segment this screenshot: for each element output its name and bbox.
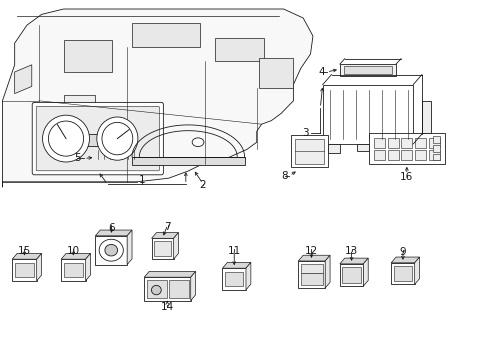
Polygon shape xyxy=(61,253,90,259)
Bar xyxy=(94,148,138,162)
Bar xyxy=(387,150,398,160)
Bar xyxy=(388,144,400,153)
Text: 9: 9 xyxy=(399,247,406,257)
Polygon shape xyxy=(15,65,32,94)
Bar xyxy=(151,238,173,259)
Bar xyxy=(63,40,112,72)
Bar xyxy=(64,263,82,277)
Text: 12: 12 xyxy=(304,246,318,256)
Ellipse shape xyxy=(48,121,83,156)
Bar xyxy=(95,236,127,265)
Bar xyxy=(61,259,85,281)
Bar xyxy=(343,66,391,74)
Polygon shape xyxy=(2,9,312,187)
Polygon shape xyxy=(363,258,367,286)
Bar xyxy=(421,101,430,133)
Polygon shape xyxy=(12,253,41,259)
Bar xyxy=(432,136,439,143)
Text: 10: 10 xyxy=(67,246,80,256)
Polygon shape xyxy=(151,233,178,238)
Bar xyxy=(294,139,323,164)
Bar xyxy=(387,138,398,148)
Bar xyxy=(368,133,444,164)
Polygon shape xyxy=(339,258,367,264)
Bar xyxy=(15,263,34,277)
Bar xyxy=(401,138,411,148)
Bar xyxy=(146,280,166,298)
Bar xyxy=(322,85,412,144)
Bar xyxy=(225,272,243,286)
Polygon shape xyxy=(298,255,329,261)
Bar xyxy=(339,64,395,76)
Polygon shape xyxy=(144,271,195,277)
Polygon shape xyxy=(414,257,419,284)
Polygon shape xyxy=(222,262,250,268)
Bar xyxy=(259,58,293,88)
Text: 7: 7 xyxy=(164,222,171,232)
Bar xyxy=(95,149,137,160)
Text: 3: 3 xyxy=(301,128,308,138)
Bar xyxy=(290,135,327,167)
Polygon shape xyxy=(190,271,195,301)
Text: 1: 1 xyxy=(138,175,145,185)
Text: 2: 2 xyxy=(199,180,206,190)
Text: 16: 16 xyxy=(399,172,413,182)
Ellipse shape xyxy=(151,285,161,295)
Polygon shape xyxy=(85,253,90,281)
Ellipse shape xyxy=(192,138,203,147)
FancyBboxPatch shape xyxy=(36,107,159,171)
Polygon shape xyxy=(173,233,178,259)
Bar xyxy=(168,280,188,298)
Bar xyxy=(300,273,322,285)
Bar xyxy=(390,263,414,284)
Bar xyxy=(215,38,264,61)
Ellipse shape xyxy=(102,122,133,155)
Bar xyxy=(300,264,322,273)
Text: 6: 6 xyxy=(108,222,115,233)
Text: 14: 14 xyxy=(160,302,174,312)
Polygon shape xyxy=(245,262,250,290)
Polygon shape xyxy=(127,230,132,265)
FancyBboxPatch shape xyxy=(32,102,163,175)
Bar xyxy=(12,259,37,281)
Ellipse shape xyxy=(105,244,118,256)
Bar xyxy=(356,144,368,151)
Bar xyxy=(63,95,95,121)
Bar xyxy=(432,154,439,160)
Text: 11: 11 xyxy=(227,246,241,256)
Bar xyxy=(298,261,325,288)
Bar xyxy=(339,264,363,286)
Bar xyxy=(432,145,439,152)
Bar xyxy=(327,144,339,153)
Polygon shape xyxy=(390,257,419,263)
Bar xyxy=(414,138,425,148)
Bar xyxy=(414,150,425,160)
Text: 8: 8 xyxy=(281,171,287,181)
Text: 15: 15 xyxy=(18,246,31,256)
Ellipse shape xyxy=(97,117,138,160)
Text: 5: 5 xyxy=(74,153,81,163)
Bar xyxy=(222,268,245,290)
Ellipse shape xyxy=(99,239,123,261)
Bar xyxy=(428,138,439,148)
Bar xyxy=(401,150,411,160)
Ellipse shape xyxy=(42,115,89,162)
Bar xyxy=(132,157,244,165)
Bar xyxy=(428,150,439,160)
Bar xyxy=(144,277,190,301)
Bar xyxy=(373,150,384,160)
Bar xyxy=(342,267,360,283)
Polygon shape xyxy=(325,255,329,288)
Bar xyxy=(373,138,384,148)
Polygon shape xyxy=(95,230,132,236)
Text: 13: 13 xyxy=(344,246,358,256)
Polygon shape xyxy=(37,253,41,281)
Text: 4: 4 xyxy=(318,67,325,77)
Bar xyxy=(78,134,105,146)
Bar xyxy=(154,241,171,256)
Bar xyxy=(132,23,200,47)
Bar xyxy=(393,266,411,281)
